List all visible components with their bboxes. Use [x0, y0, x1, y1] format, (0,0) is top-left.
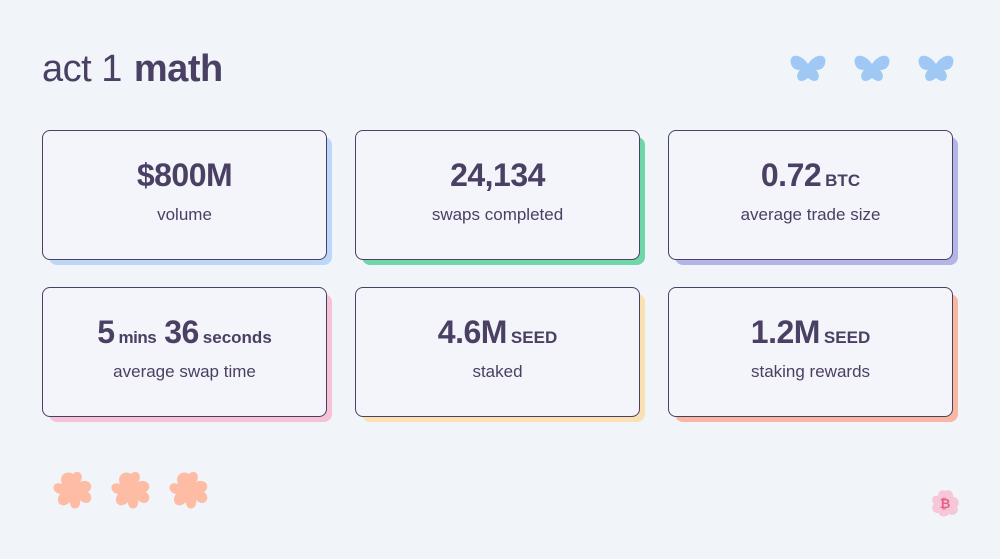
title-math: math — [133, 48, 223, 90]
stat-card-staked: 4.6M SEED staked — [355, 287, 645, 422]
stat-value: 0.72 BTC — [760, 157, 861, 193]
top-decor — [788, 52, 956, 86]
stat-value: 4.6M SEED — [437, 314, 558, 350]
bitcoin-icon: ₿ — [930, 489, 960, 522]
bottom-decor — [52, 470, 210, 510]
page-title: act 1 math — [42, 50, 223, 88]
stat-card-swaps: 24,134 swaps completed — [355, 130, 645, 265]
stat-label: staked — [472, 362, 523, 381]
stat-label: average swap time — [113, 362, 256, 381]
flower-blob-icon — [110, 470, 152, 510]
stat-unit: SEED — [510, 328, 558, 347]
stat-label: staking rewards — [750, 362, 871, 381]
stat-card-staking-rewards: 1.2M SEED staking rewards — [668, 287, 958, 422]
stat-value: 5 mins 36 seconds — [97, 314, 272, 350]
stat-card-volume: $800M volume — [42, 130, 332, 265]
stat-card-swap-time: 5 mins 36 seconds average swap time — [42, 287, 332, 422]
stat-label: average trade size — [740, 205, 881, 224]
stat-value: 24,134 — [450, 157, 545, 193]
stats-grid: $800M volume 24,134 swaps completed 0.72… — [42, 130, 958, 422]
butterfly-blob-icon — [852, 52, 892, 86]
stat-label: volume — [157, 205, 212, 224]
stat-value: $800M — [136, 157, 233, 193]
stat-card-trade-size: 0.72 BTC average trade size — [668, 130, 958, 265]
butterfly-blob-icon — [916, 52, 956, 86]
stat-label: swaps completed — [431, 205, 564, 224]
title-act: act 1 — [42, 48, 122, 90]
stat-unit-seconds: seconds — [202, 328, 272, 347]
stat-unit: SEED — [823, 328, 871, 347]
butterfly-blob-icon — [788, 52, 828, 86]
stat-unit: BTC — [825, 171, 861, 190]
svg-text:₿: ₿ — [940, 497, 951, 512]
flower-blob-icon — [52, 470, 94, 510]
stat-unit-mins: mins — [118, 328, 157, 347]
stat-value: 1.2M SEED — [750, 314, 871, 350]
flower-blob-icon — [168, 470, 210, 510]
